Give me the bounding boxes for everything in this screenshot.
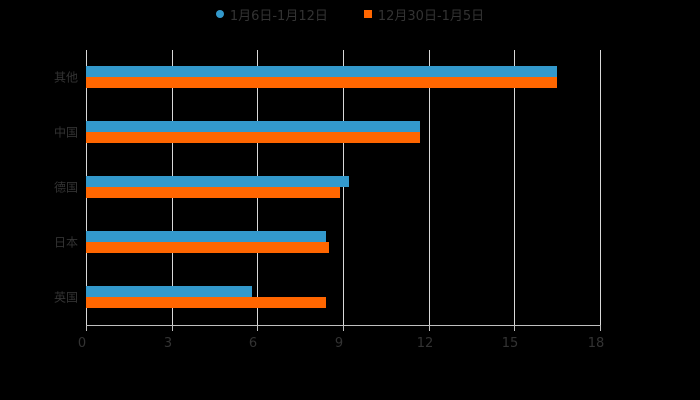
category-label: 其他: [53, 70, 78, 85]
bar-series2[interactable]: [86, 242, 329, 253]
bar-series1[interactable]: [86, 286, 252, 297]
legend-item-series1[interactable]: 1月6日-1月12日: [215, 5, 328, 24]
x-tick-label: 18: [587, 336, 605, 351]
axis-tick: [86, 325, 87, 331]
category-label: 英国: [53, 290, 78, 305]
gridline: [514, 50, 515, 326]
x-tick-label: 3: [163, 336, 173, 351]
axis-tick: [172, 325, 173, 331]
legend: 1月6日-1月12日 12月30日-1月5日: [0, 4, 700, 24]
legend-label: 12月30日-1月5日: [377, 8, 485, 24]
gridline: [600, 50, 601, 326]
bar-series2[interactable]: [86, 77, 558, 88]
x-axis-line: [86, 325, 601, 326]
bar-series2[interactable]: [86, 132, 421, 143]
axis-tick: [600, 325, 601, 331]
category-label: 中国: [53, 125, 78, 140]
legend-label: 1月6日-1月12日: [229, 8, 328, 24]
x-tick-label: 12: [416, 336, 434, 351]
bar-series1[interactable]: [86, 176, 349, 187]
axis-tick: [343, 325, 344, 331]
gridline: [429, 50, 430, 326]
bar-series1[interactable]: [86, 121, 421, 132]
gridline: [343, 50, 344, 326]
bar-series1[interactable]: [86, 66, 558, 77]
axis-tick: [429, 325, 430, 331]
x-tick-label: 6: [248, 336, 258, 351]
legend-marker-circle-icon: [215, 10, 224, 18]
legend-item-series2[interactable]: 12月30日-1月5日: [363, 5, 485, 24]
category-label: 日本: [53, 235, 78, 250]
category-label: 德国: [53, 180, 78, 195]
bar-series2[interactable]: [86, 297, 326, 308]
bar-series2[interactable]: [86, 187, 341, 198]
bar-series1[interactable]: [86, 231, 326, 242]
axis-tick: [257, 325, 258, 331]
legend-marker-square-icon: [363, 10, 372, 18]
x-tick-label: 9: [334, 336, 344, 351]
x-tick-label: 0: [77, 336, 87, 351]
x-tick-label: 15: [501, 336, 519, 351]
axis-tick: [514, 325, 515, 331]
